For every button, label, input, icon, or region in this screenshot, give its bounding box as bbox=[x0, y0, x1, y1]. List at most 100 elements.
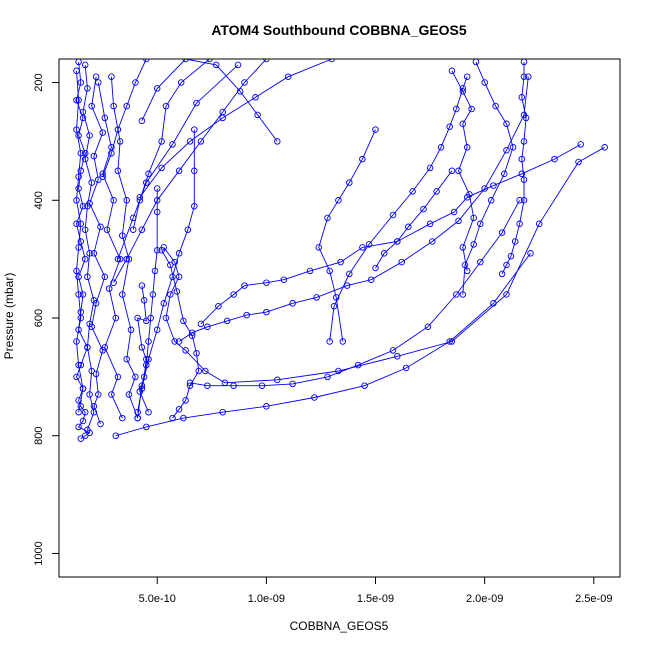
series-21 bbox=[112, 250, 534, 439]
data-point bbox=[167, 291, 174, 298]
data-point bbox=[84, 273, 91, 281]
data-point bbox=[359, 155, 366, 163]
data-point bbox=[468, 105, 475, 113]
data-point bbox=[75, 59, 82, 66]
data-point bbox=[477, 258, 484, 266]
data-point bbox=[138, 344, 146, 351]
series-line bbox=[76, 70, 84, 413]
data-point bbox=[219, 408, 226, 416]
data-point bbox=[158, 164, 165, 172]
data-point bbox=[175, 405, 183, 413]
data-point bbox=[389, 211, 397, 219]
series-4 bbox=[86, 73, 109, 428]
data-point bbox=[171, 338, 178, 345]
data-point bbox=[143, 179, 150, 186]
data-point bbox=[153, 185, 161, 192]
data-point bbox=[97, 223, 104, 231]
series-line bbox=[115, 253, 531, 437]
data-point bbox=[481, 185, 488, 192]
data-point bbox=[472, 59, 480, 66]
data-point bbox=[90, 152, 98, 160]
data-point bbox=[86, 199, 93, 207]
data-point bbox=[263, 308, 270, 316]
data-point bbox=[289, 300, 296, 307]
data-point bbox=[75, 291, 82, 298]
data-point bbox=[153, 85, 161, 92]
series-line bbox=[76, 61, 91, 440]
data-point bbox=[175, 338, 183, 345]
data-point bbox=[75, 408, 82, 416]
data-point bbox=[73, 267, 80, 275]
series-line bbox=[137, 129, 195, 413]
data-point bbox=[77, 167, 85, 175]
data-point bbox=[129, 214, 137, 222]
data-point bbox=[123, 255, 130, 263]
series-layer bbox=[73, 59, 608, 442]
data-point bbox=[153, 208, 161, 216]
data-point bbox=[77, 361, 85, 369]
data-point bbox=[84, 344, 91, 351]
data-point bbox=[263, 59, 270, 63]
data-point bbox=[490, 182, 497, 189]
data-point bbox=[437, 144, 445, 151]
data-point bbox=[73, 373, 80, 381]
data-point bbox=[119, 291, 126, 298]
data-point bbox=[313, 294, 320, 301]
data-point bbox=[477, 220, 484, 228]
data-point bbox=[73, 220, 80, 228]
data-point bbox=[153, 247, 161, 254]
series-line bbox=[462, 61, 514, 295]
chart-title: ATOM4 Southbound COBBNA_GEOS5 bbox=[211, 22, 467, 38]
data-point bbox=[516, 220, 523, 228]
x-tick-label: 1.5e-09 bbox=[357, 593, 394, 605]
series-26 bbox=[315, 126, 379, 345]
data-point bbox=[81, 432, 89, 439]
data-point bbox=[114, 373, 122, 381]
data-point bbox=[522, 114, 530, 122]
data-point bbox=[263, 403, 270, 410]
data-point bbox=[518, 155, 526, 163]
series-7 bbox=[110, 59, 270, 286]
data-point bbox=[116, 138, 124, 145]
data-point bbox=[79, 291, 87, 298]
data-point bbox=[77, 238, 85, 245]
data-point bbox=[367, 276, 375, 283]
data-point bbox=[197, 320, 205, 328]
data-point bbox=[75, 96, 82, 104]
data-point bbox=[219, 114, 226, 122]
data-point bbox=[101, 344, 109, 351]
series-line bbox=[318, 129, 376, 342]
series-22 bbox=[326, 73, 471, 345]
data-point bbox=[167, 261, 174, 269]
series-16 bbox=[158, 247, 202, 422]
data-point bbox=[361, 382, 368, 389]
data-point bbox=[186, 379, 194, 387]
data-point bbox=[123, 102, 130, 110]
data-point bbox=[81, 408, 89, 416]
y-tick-label: 800 bbox=[33, 427, 45, 445]
data-point bbox=[162, 102, 170, 110]
data-point bbox=[212, 61, 220, 69]
data-point bbox=[461, 261, 469, 269]
data-point bbox=[88, 102, 95, 110]
data-point bbox=[398, 258, 405, 266]
data-point bbox=[75, 326, 82, 334]
data-point bbox=[274, 376, 281, 384]
data-point bbox=[86, 132, 93, 139]
data-point bbox=[134, 314, 141, 322]
data-point bbox=[520, 176, 528, 183]
data-point bbox=[138, 117, 146, 125]
data-point bbox=[346, 270, 353, 278]
data-point bbox=[202, 367, 209, 375]
series-8 bbox=[136, 59, 336, 201]
data-point bbox=[119, 232, 126, 239]
data-point bbox=[520, 59, 528, 66]
data-point bbox=[75, 361, 82, 369]
y-tick-label: 400 bbox=[33, 191, 45, 209]
data-point bbox=[88, 179, 95, 186]
data-point bbox=[79, 385, 87, 392]
data-point bbox=[450, 208, 458, 216]
data-point bbox=[103, 226, 111, 233]
series-23 bbox=[498, 59, 530, 278]
data-point bbox=[236, 88, 244, 95]
